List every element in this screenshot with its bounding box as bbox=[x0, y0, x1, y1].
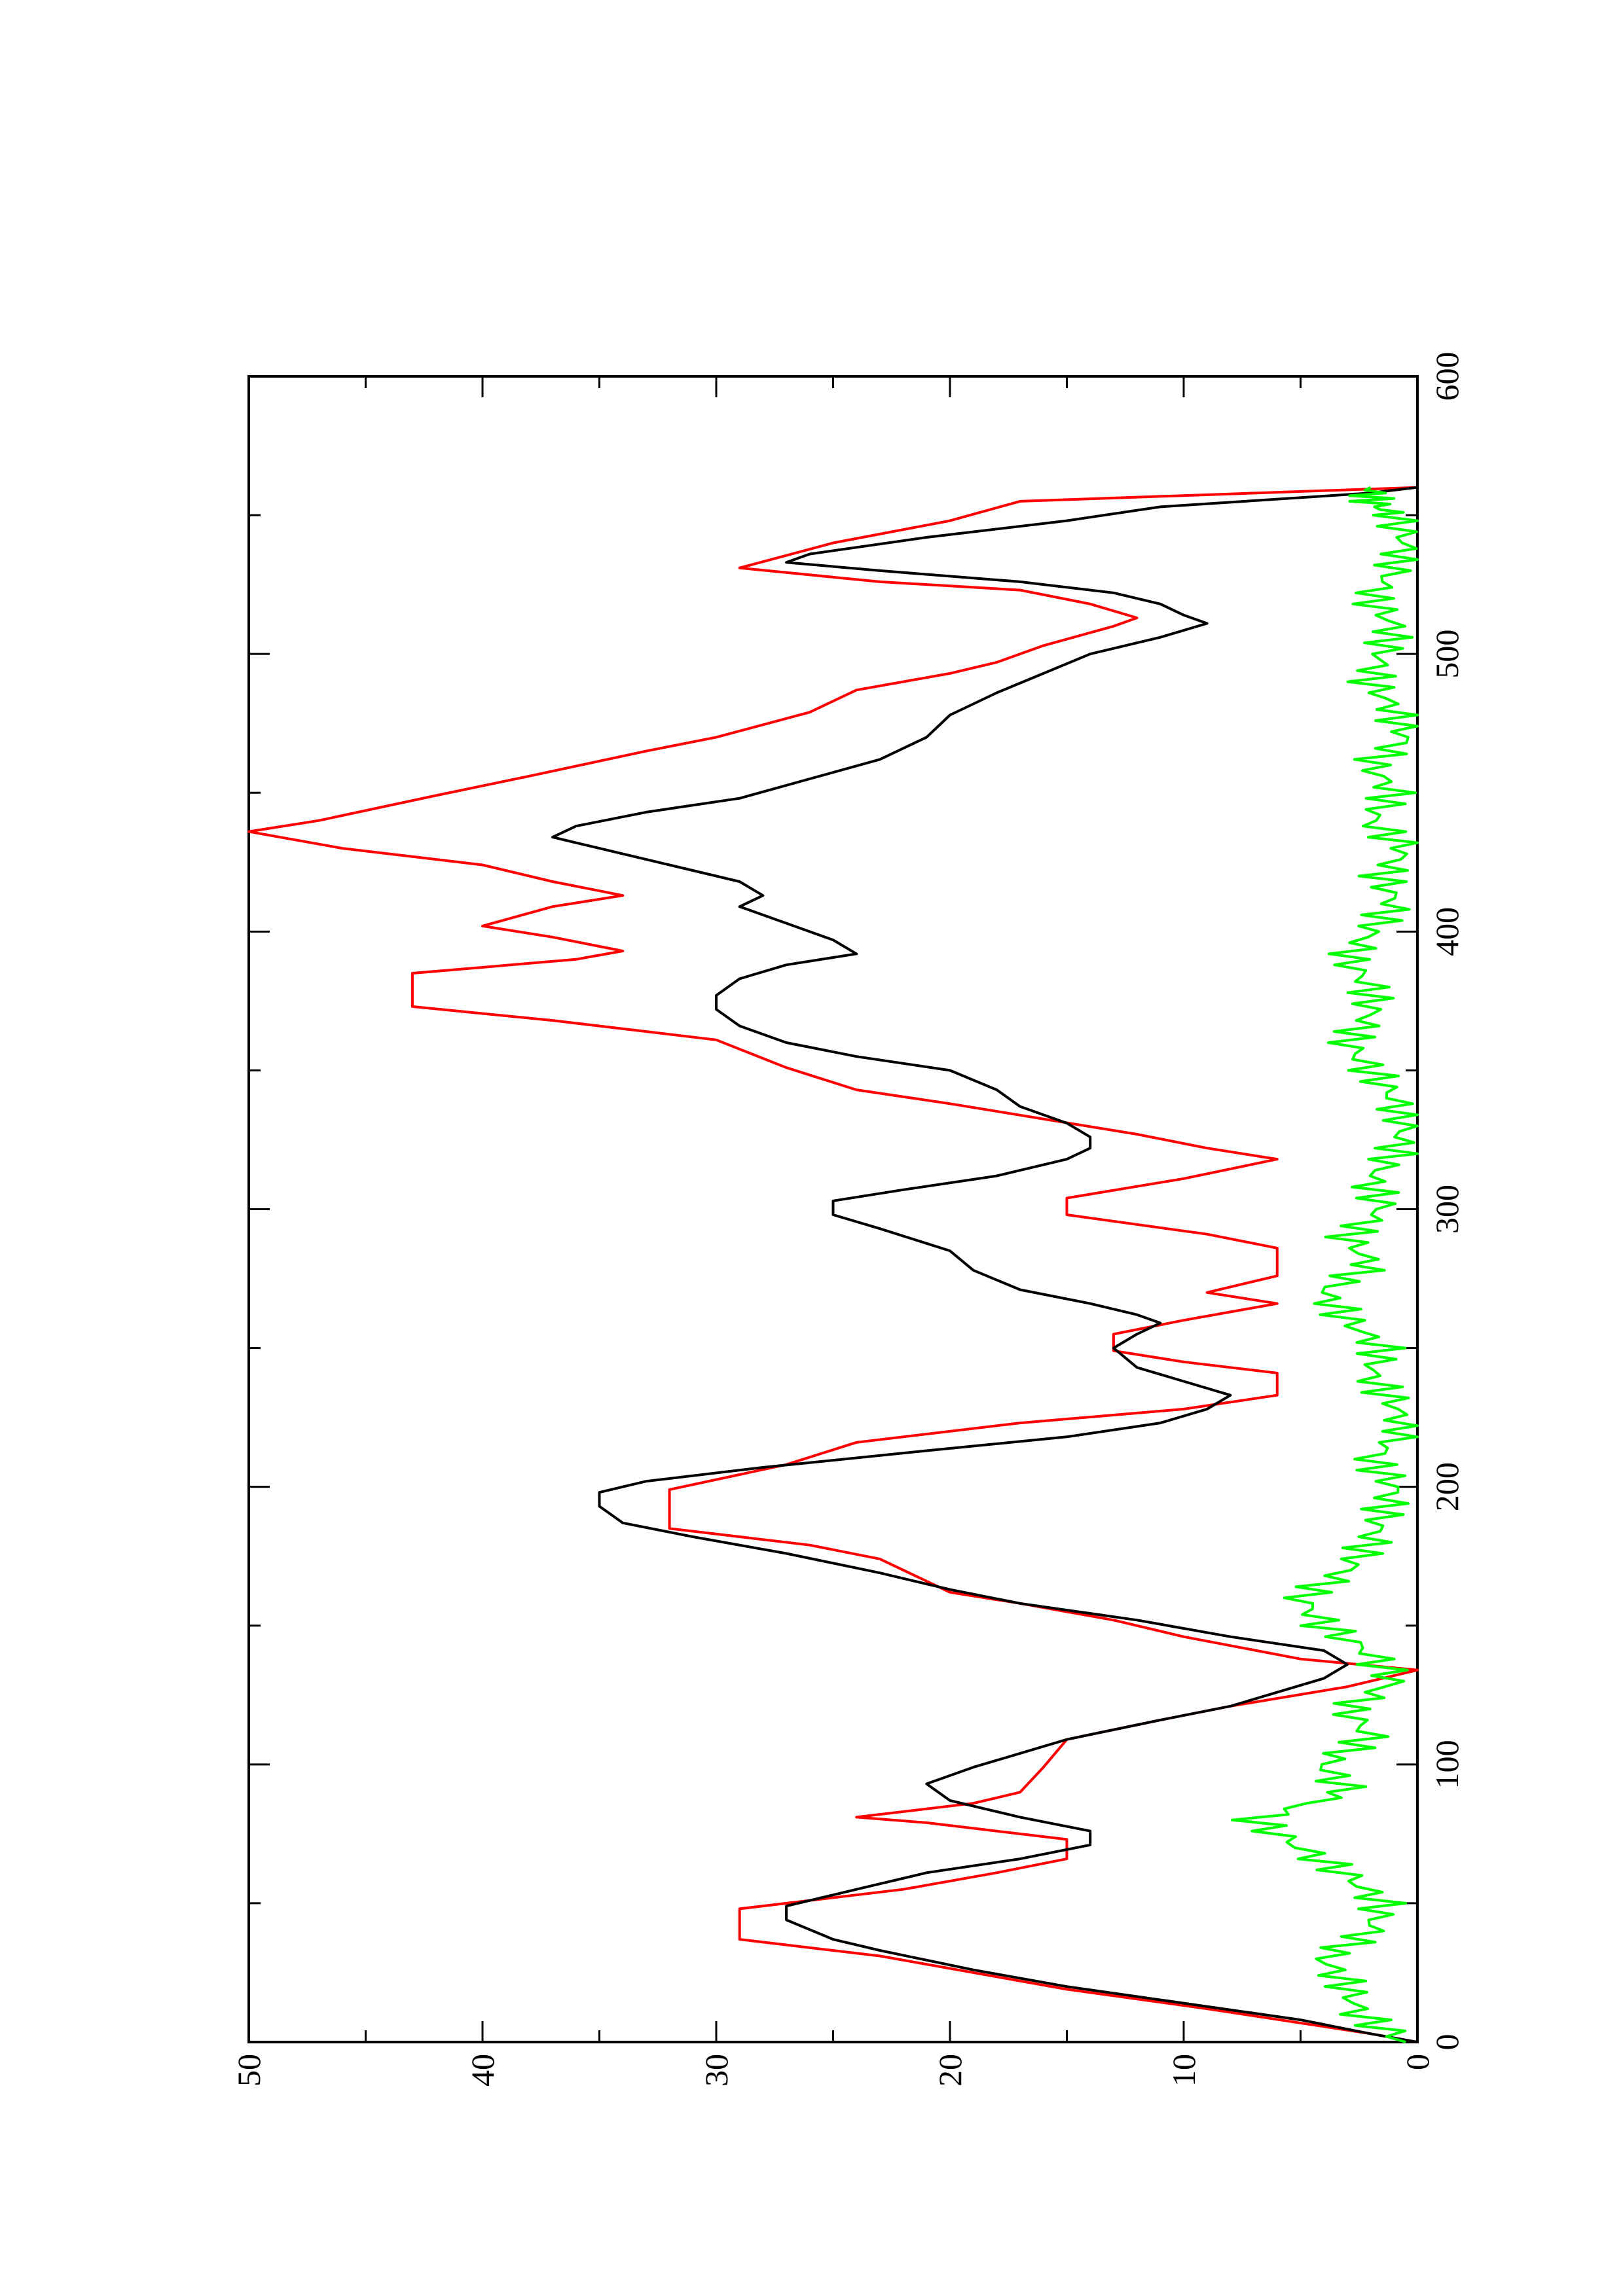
y-tick-label: 50 bbox=[230, 2054, 267, 2087]
x-tick-label: 600 bbox=[1429, 352, 1465, 401]
y-tick-label: 40 bbox=[464, 2054, 501, 2087]
x-tick-label: 100 bbox=[1429, 1740, 1465, 1789]
y-tick-label: 10 bbox=[1165, 2054, 1202, 2087]
x-tick-label: 500 bbox=[1429, 630, 1465, 679]
x-tick-label: 0 bbox=[1429, 2034, 1465, 2051]
x-tick-label: 400 bbox=[1429, 907, 1465, 956]
series-line-1 bbox=[247, 486, 1419, 2043]
series-line-3 bbox=[1231, 486, 1419, 2043]
ticks-layer bbox=[247, 375, 1419, 2043]
y-tick-label: 20 bbox=[932, 2054, 968, 2087]
x-tick-label: 200 bbox=[1429, 1462, 1465, 1511]
y-tick-label: 30 bbox=[698, 2054, 735, 2087]
y-tick-label: 0 bbox=[1399, 2054, 1436, 2070]
series-line-2 bbox=[551, 486, 1418, 2043]
tick-labels-layer: 0 100 200 300 400 500 600 0 10 20 30 40 50 bbox=[230, 352, 1465, 2087]
series-layer bbox=[247, 486, 1419, 2043]
x-tick-label: 300 bbox=[1429, 1185, 1465, 1234]
